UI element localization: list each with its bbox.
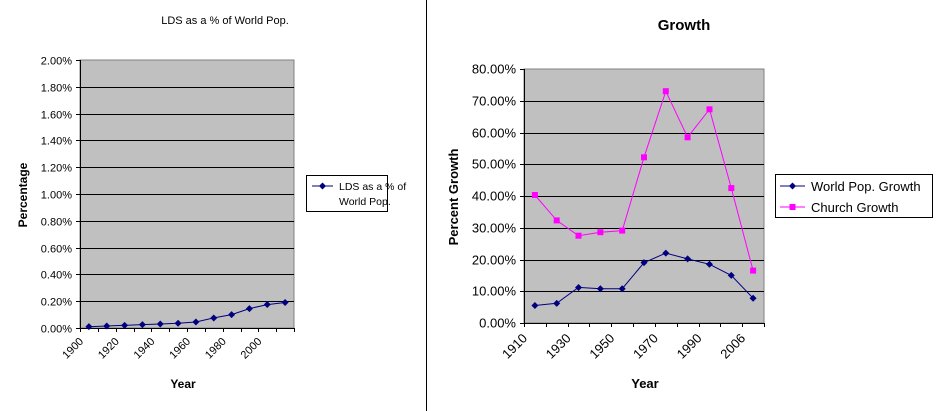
chart-1-gridlines <box>80 87 294 302</box>
chart-1-data-point <box>174 319 182 327</box>
chart-1-data-point <box>103 322 111 330</box>
chart-2-legend-label-world: World Pop. Growth <box>811 179 921 194</box>
chart-2-data-point <box>597 229 604 236</box>
chart-1-legend-label-line1: LDS as a % of <box>339 181 406 193</box>
chart-2-series <box>531 88 757 310</box>
chart-1-y-axis-label: Percentage <box>16 162 30 227</box>
chart-2-data-point <box>684 255 692 263</box>
chart-1-y-tick-label: 1.00% <box>41 190 72 202</box>
chart-2-y-tick-label: 80.00% <box>472 62 517 77</box>
chart-1-data-point <box>192 318 200 326</box>
chart-2-gridlines <box>524 101 764 292</box>
chart-1-x-tick-label: 1900 <box>60 336 86 362</box>
chart-2-data-point <box>596 285 604 293</box>
chart-1-x-tick-label: 1940 <box>132 336 158 362</box>
chart-2-legend: World Pop. Growth Church Growth <box>775 174 933 218</box>
chart-1-legend-marker <box>319 182 326 190</box>
chart-2-x-tick-label: 1970 <box>630 331 661 362</box>
chart-1-data-point <box>85 323 93 331</box>
chart-2-x-tick-label: 1910 <box>499 331 530 362</box>
chart-2-data-point <box>749 294 757 302</box>
chart-2-data-point <box>531 302 539 310</box>
chart-1-y-tick-label: 1.40% <box>41 136 72 148</box>
chart-2-y-tick-label: 30.00% <box>472 221 517 236</box>
chart-2-y-tick-label: 70.00% <box>472 94 517 109</box>
chart-2-y-tick-label: 20.00% <box>472 253 517 268</box>
chart-2-data-point <box>727 271 735 279</box>
chart-2-title: Growth <box>658 17 711 34</box>
chart-1-y-tick-label: 2.00% <box>41 56 72 68</box>
chart-2-x-axis-label: Year <box>631 376 658 391</box>
chart-1-data-point <box>121 321 129 329</box>
chart-2-data-point <box>750 267 757 274</box>
chart-2-data-point <box>553 299 561 307</box>
chart-1-title: LDS as a % of World Pop. <box>161 15 289 27</box>
chart-2-data-point <box>705 260 713 268</box>
chart-1-y-tick-label: 1.80% <box>41 83 72 95</box>
chart-2-data-point <box>640 259 648 267</box>
chart-1-data-point <box>281 299 289 307</box>
chart-1-x-ticks: 1900 1920 1940 1960 1980 2000 <box>60 328 295 362</box>
chart-2-data-point <box>684 134 691 141</box>
chart-2-data-point <box>662 88 669 95</box>
chart-2-x-tick-label: 1950 <box>586 331 617 362</box>
chart-2-legend-box <box>775 174 933 218</box>
chart-2-y-axis-label: Percent Growth <box>446 149 461 246</box>
chart-1-x-tick-label: 2000 <box>239 336 265 362</box>
chart-1-y-tick-label: 0.20% <box>41 297 72 309</box>
chart-2-x-tick-label: 1930 <box>543 331 574 362</box>
chart-1-x-tick-label: 1980 <box>203 336 229 362</box>
chart-1-legend-box <box>306 175 388 212</box>
chart-2-legend-marker-church <box>789 204 796 210</box>
chart-1-y-tick-label: 0.80% <box>41 217 72 229</box>
chart-1-data-point <box>210 314 218 322</box>
chart-2-data-point <box>619 227 626 234</box>
chart-2-y-tick-label: 10.00% <box>472 284 517 299</box>
chart-2-y-tick-label: 60.00% <box>472 126 517 141</box>
chart-1-y-tick-label: 0.00% <box>41 324 72 336</box>
chart-1-y-ticks: 0.00% 0.20% 0.40% 0.60% 0.80% 1.00% 1.20% 1.40%… <box>41 56 81 336</box>
chart-2-x-ticks: 1910 1930 1950 1970 1990 2006 <box>499 323 765 362</box>
chart-2-legend-marker-world <box>789 182 796 190</box>
chart-1-data-point <box>263 301 271 309</box>
chart-2-data-point <box>662 249 670 257</box>
chart-1-x-tick-label: 1920 <box>96 336 122 362</box>
chart-2-data-point <box>531 192 538 198</box>
chart-1-lds-percent: LDS as a % of World Pop. 0.00% 0.20% 0.40%… <box>16 15 406 391</box>
chart-1-series <box>85 299 289 331</box>
chart-1-data-point <box>228 311 236 319</box>
chart-2-x-tick-label: 1990 <box>674 331 705 362</box>
chart-2-y-ticks: 0.00% 10.00% 20.00% 30.00% 40.00% 50.00% 60.00… <box>472 62 525 331</box>
chart-1-data-point <box>245 305 253 313</box>
chart-1-y-tick-label: 1.20% <box>41 163 72 175</box>
chart-1-y-tick-label: 1.60% <box>41 110 72 122</box>
chart-2-y-tick-label: 50.00% <box>472 157 517 172</box>
chart-1-legend-label-line2: World Pop. <box>339 196 391 208</box>
chart-1-legend: LDS as a % of World Pop. <box>306 175 406 212</box>
chart-2-x-tick-label: 2006 <box>717 331 748 362</box>
chart-2-data-point <box>553 217 560 224</box>
chart-2-y-tick-label: 0.00% <box>479 316 516 331</box>
chart-1-y-tick-label: 0.60% <box>41 244 72 256</box>
chart-1-x-tick-label: 1960 <box>167 336 193 362</box>
chart-2-y-tick-label: 40.00% <box>472 189 517 204</box>
chart-1-x-axis-label: Year <box>170 377 196 391</box>
chart-2-data-point <box>618 285 626 293</box>
chart-2-legend-label-church: Church Growth <box>811 200 898 215</box>
chart-1-data-point <box>138 321 146 329</box>
chart-2-data-point <box>641 154 647 161</box>
chart-2-data-point <box>575 232 582 239</box>
chart-2-data-point <box>575 283 583 291</box>
chart-2-growth: Growth 0.00% 10.00% 20.00% 30.00% 40.00% 50.0… <box>446 17 933 391</box>
chart-1-data-point <box>156 320 164 328</box>
chart-1-y-tick-label: 0.40% <box>41 270 72 282</box>
chart-2-data-point <box>728 185 735 192</box>
chart-2-data-point <box>706 106 713 113</box>
